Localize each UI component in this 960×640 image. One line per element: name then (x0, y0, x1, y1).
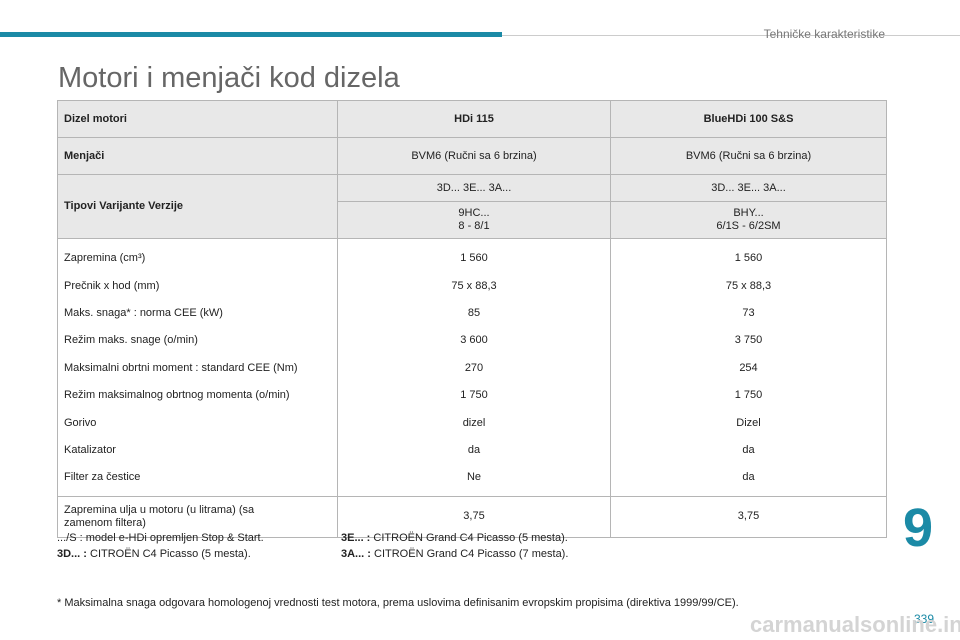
header-bar (0, 32, 502, 37)
note: 3E... : CITROËN Grand C4 Picasso (5 mest… (341, 530, 568, 546)
header-rule (502, 35, 960, 36)
chapter-number: 9 (903, 498, 934, 558)
cell: Maks. snaga* : norma CEE (kW) (57, 299, 338, 328)
cell: 1 560 (337, 238, 611, 273)
cell: 9HC... 8 - 8/1 (337, 201, 611, 239)
row: Prečnik x hod (mm) 75 x 88,3 75 x 88,3 (57, 272, 887, 300)
cell: 3,75 (610, 495, 887, 538)
note-key: 3E... : (341, 532, 371, 544)
code-line: 8 - 8/1 (458, 220, 490, 232)
row: Gorivo dizel Dizel (57, 409, 887, 437)
cell: Režim maksimalnog obrtnog momenta (o/min… (57, 381, 338, 410)
row: Menjači BVM6 (Ručni sa 6 brzina) BVM6 (Ruč… (57, 137, 887, 175)
row: Maksimalni obrtni moment : standard CEE … (57, 354, 887, 382)
cell: Katalizator (57, 436, 338, 465)
cell: 75 x 88,3 (610, 272, 887, 300)
row: Zapremina ulja u motoru (u litrama) (sa … (57, 495, 887, 538)
note-key: 3D... : (57, 548, 87, 560)
row: Filter za čestice Ne da (57, 464, 887, 497)
row: Katalizator da da (57, 436, 887, 465)
spec-table: Dizel motori HDi 115 BlueHDi 100 S&S Menjač… (57, 100, 887, 538)
cell: Ne (337, 464, 611, 497)
cell: BHY... 6/1S - 6/2SM (610, 201, 887, 239)
cell: da (610, 436, 887, 465)
note-key: 3A... : (341, 548, 371, 560)
cell: 3 600 (337, 327, 611, 355)
cell: Zapremina ulja u motoru (u litrama) (sa … (57, 495, 338, 538)
cell: Tipovi Varijante Verzije (57, 174, 338, 239)
cell: 3 750 (610, 327, 887, 355)
section-title: Tehničke karakteristike (763, 27, 885, 41)
cell: 1 750 (610, 381, 887, 410)
row: Zapremina (cm³) 1 560 1 560 (57, 238, 887, 273)
row: Tipovi Varijante Verzije 3D... 3E... 3A..… (57, 174, 887, 239)
cell: 73 (610, 299, 887, 328)
cell: 3,75 (337, 495, 611, 538)
cell: 3D... 3E... 3A... (337, 174, 611, 202)
cell: Menjači (57, 137, 338, 175)
cell: BlueHDi 100 S&S (610, 100, 887, 138)
code-line: BHY... (733, 207, 764, 219)
cell: 75 x 88,3 (337, 272, 611, 300)
notes-right: 3E... : CITROËN Grand C4 Picasso (5 mest… (341, 530, 568, 562)
cell: Gorivo (57, 409, 338, 437)
row: Maks. snaga* : norma CEE (kW) 85 73 (57, 299, 887, 328)
row: 9HC... 8 - 8/1 BHY... 6/1S - 6/2SM (58, 201, 887, 239)
cell: da (337, 436, 611, 465)
cell: BVM6 (Ručni sa 6 brzina) (337, 137, 611, 175)
note-text: CITROËN Grand C4 Picasso (7 mesta). (374, 548, 569, 560)
cell: 270 (337, 354, 611, 382)
cell: Zapremina (cm³) (57, 238, 338, 273)
code-line: 6/1S - 6/2SM (716, 220, 781, 232)
cell: Režim maks. snage (o/min) (57, 327, 338, 355)
cell: dizel (337, 409, 611, 437)
notes-left: .../S : model e-HDi opremljen Stop & Sta… (57, 530, 264, 562)
row: Režim maks. snage (o/min) 3 600 3 750 (57, 327, 887, 355)
code-line: 9HC... (458, 207, 490, 219)
cell: 254 (610, 354, 887, 382)
cell: BVM6 (Ručni sa 6 brzina) (610, 137, 887, 175)
note: 3D... : CITROËN C4 Picasso (5 mesta). (57, 546, 264, 562)
cell: 85 (337, 299, 611, 328)
note-text: CITROËN Grand C4 Picasso (5 mesta). (373, 532, 568, 544)
cell: Maksimalni obrtni moment : standard CEE … (57, 354, 338, 382)
cell: Dizel (610, 409, 887, 437)
cell: Filter za čestice (57, 464, 338, 497)
note-text: CITROËN C4 Picasso (5 mesta). (90, 548, 251, 560)
cell: da (610, 464, 887, 497)
note: 3A... : CITROËN Grand C4 Picasso (7 mest… (341, 546, 568, 562)
note: .../S : model e-HDi opremljen Stop & Sta… (57, 532, 264, 544)
watermark: carmanualsonline.info (750, 612, 960, 637)
row: Režim maksimalnog obrtnog momenta (o/min… (57, 381, 887, 410)
cell: 1 750 (337, 381, 611, 410)
cell: HDi 115 (337, 100, 611, 138)
cell: Prečnik x hod (mm) (57, 272, 338, 300)
cell: 1 560 (610, 238, 887, 273)
footnote: * Maksimalna snaga odgovara homologenoj … (57, 597, 739, 609)
page-number: 339 (914, 612, 935, 626)
cell: Dizel motori (57, 100, 338, 138)
cell: 3D... 3E... 3A... (610, 174, 887, 202)
row: Dizel motori HDi 115 BlueHDi 100 S&S (57, 100, 887, 138)
page-title: Motori i menjači kod dizela (58, 62, 400, 94)
